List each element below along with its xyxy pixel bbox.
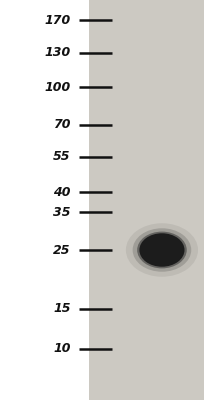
Text: 25: 25 bbox=[53, 244, 70, 256]
Bar bbox=[89, 0, 204, 400]
Ellipse shape bbox=[139, 233, 184, 267]
Text: 130: 130 bbox=[44, 46, 70, 59]
Text: 170: 170 bbox=[44, 14, 70, 26]
Ellipse shape bbox=[125, 223, 197, 277]
Text: 35: 35 bbox=[53, 206, 70, 218]
Text: 100: 100 bbox=[44, 81, 70, 94]
Text: 55: 55 bbox=[53, 150, 70, 163]
Ellipse shape bbox=[136, 232, 186, 268]
Text: 40: 40 bbox=[53, 186, 70, 198]
Text: 10: 10 bbox=[53, 342, 70, 355]
Text: 15: 15 bbox=[53, 302, 70, 315]
Ellipse shape bbox=[132, 228, 190, 272]
Text: 70: 70 bbox=[53, 118, 70, 131]
